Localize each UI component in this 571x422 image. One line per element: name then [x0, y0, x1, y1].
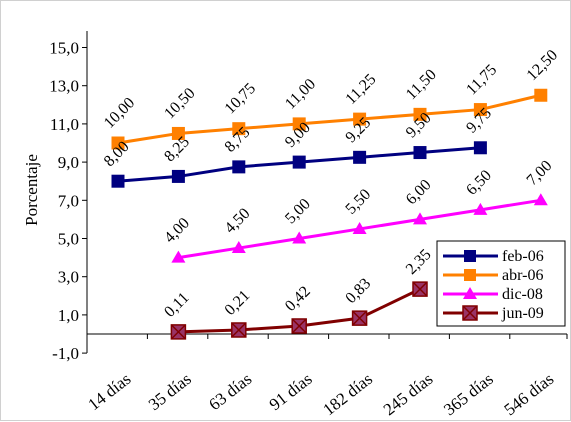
legend: feb-06 abr-06 dic-08 jun-09 — [436, 240, 566, 327]
data-point — [351, 310, 368, 326]
data-point — [231, 241, 246, 254]
y-tick-label: 5,0 — [58, 230, 79, 249]
series-line — [117, 93, 542, 145]
data-label: 11,50 — [403, 66, 440, 103]
series-abr-06 — [111, 88, 548, 150]
data-point — [352, 221, 367, 234]
legend-label: dic-08 — [502, 286, 543, 303]
x-tick-label: 14 días — [84, 369, 134, 414]
data-label: 11,75 — [463, 61, 500, 98]
data-point — [291, 318, 307, 334]
data-label: 11,25 — [342, 71, 379, 108]
marker-cross — [412, 281, 428, 297]
y-tick-label: 1,0 — [58, 306, 79, 325]
data-label: 5,50 — [342, 186, 374, 218]
y-tick-label: -1,0 — [52, 344, 79, 363]
data-point — [170, 324, 187, 340]
data-point — [171, 126, 185, 140]
data-label: 7,00 — [524, 157, 556, 189]
y-axis: -1,0 1,0 3,0 5,0 7,0 9,0 11,0 13,0 15,0 — [49, 31, 88, 363]
data-label: 10,50 — [161, 85, 198, 122]
data-label: 0,83 — [342, 275, 374, 307]
y-tick-label: 13,0 — [49, 77, 79, 96]
legend-marker — [464, 269, 476, 281]
data-label: 11,00 — [282, 76, 319, 113]
series-jun-09 — [170, 281, 428, 340]
marker-cross — [170, 324, 186, 340]
data-point — [534, 88, 548, 102]
data-point — [232, 122, 246, 136]
data-label: 0,11 — [161, 289, 192, 320]
data-point — [473, 202, 488, 215]
legend-marker — [463, 287, 477, 299]
data-point — [111, 136, 125, 150]
data-label: 4,00 — [161, 215, 193, 247]
x-tick-label: 91 días — [266, 369, 316, 414]
data-label: 0,21 — [222, 287, 254, 319]
data-point — [111, 174, 125, 188]
data-label: 6,50 — [463, 167, 495, 199]
data-point — [171, 169, 185, 183]
x-tick-label: 35 días — [145, 369, 195, 414]
y-tick-label: 7,0 — [58, 191, 79, 210]
data-point — [292, 155, 306, 169]
data-label: 2,35 — [403, 246, 435, 278]
marker-cross — [231, 322, 247, 338]
data-label: 5,00 — [282, 196, 314, 228]
data-point — [473, 141, 487, 155]
data-point — [473, 103, 487, 117]
legend-marker-cross — [462, 305, 478, 321]
y-tick-label: 11,0 — [50, 115, 79, 134]
data-point — [413, 107, 427, 121]
data-label: 8,25 — [161, 133, 193, 165]
x-tick-label: 546 días — [501, 369, 558, 419]
legend-label: abr-06 — [502, 267, 543, 284]
series-group — [111, 88, 548, 340]
y-tick-label: 3,0 — [58, 268, 79, 287]
data-label: 10,75 — [222, 80, 259, 117]
legend-label: feb-06 — [502, 248, 544, 265]
data-point — [292, 231, 307, 244]
data-point — [412, 281, 428, 297]
x-tick-label: 245 días — [380, 369, 437, 419]
data-label: 8,00 — [101, 138, 133, 170]
data-point — [292, 117, 306, 131]
data-label: 4,50 — [222, 205, 254, 237]
legend-label: jun-09 — [501, 305, 544, 322]
x-tick-label: 365 días — [440, 369, 497, 419]
series-dic-08 — [171, 193, 548, 263]
y-axis-label: Porcentaje — [22, 154, 41, 226]
data-point — [533, 193, 548, 206]
x-axis: 14 días 35 días 63 días 91 días 182 días 245 … — [84, 333, 568, 419]
y-tick-label: 9,0 — [58, 153, 79, 172]
marker-cross — [291, 318, 307, 334]
data-point — [231, 322, 247, 338]
data-point — [232, 160, 246, 174]
series-feb-06 — [111, 141, 487, 188]
data-point — [413, 212, 427, 225]
data-point — [413, 146, 427, 160]
marker-cross — [352, 310, 368, 326]
data-label: 0,42 — [282, 283, 314, 315]
data-point — [171, 250, 186, 263]
data-point — [353, 112, 367, 126]
data-point — [353, 150, 367, 164]
x-tick-label: 63 días — [205, 369, 255, 414]
x-tick-label: 182 días — [319, 369, 376, 419]
y-tick-label: 15,0 — [49, 39, 79, 58]
data-label: 10,00 — [101, 94, 138, 131]
legend-marker — [464, 250, 476, 262]
data-label: 6,00 — [403, 176, 435, 208]
data-label: 12,50 — [524, 47, 561, 84]
